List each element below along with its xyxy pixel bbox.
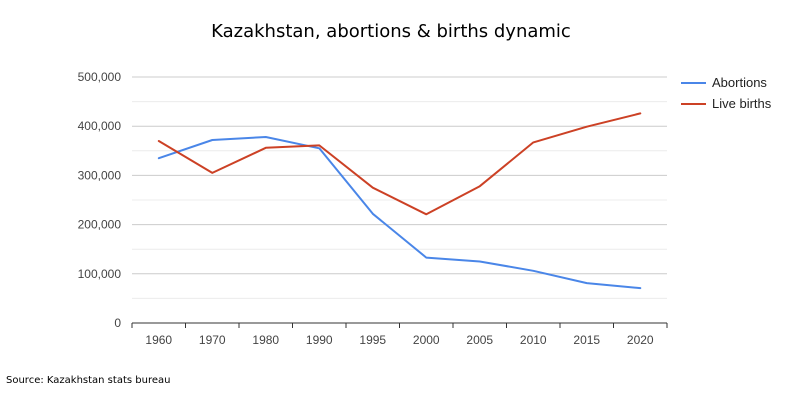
x-tick-label: 2000 <box>413 333 440 347</box>
y-tick-label: 400,000 <box>78 119 122 133</box>
x-tick-label: 1995 <box>359 333 386 347</box>
y-tick-label: 100,000 <box>78 267 122 281</box>
x-tick-label: 2005 <box>466 333 493 347</box>
y-tick-label: 200,000 <box>78 218 122 232</box>
source-note: Source: Kazakhstan stats bureau <box>6 375 171 386</box>
x-tick-label: 1980 <box>252 333 279 347</box>
series-group <box>157 112 642 290</box>
y-tick-label: 0 <box>114 316 121 330</box>
x-tick-label: 1990 <box>306 333 333 347</box>
legend-label-live-births: Live births <box>712 96 772 111</box>
x-tick-label: 2010 <box>520 333 547 347</box>
x-axis: 1960 1970 1980 1990 1995 2000 2005 2010 2015 2020 <box>131 323 668 347</box>
y-tick-label: 500,000 <box>78 70 122 84</box>
x-tick-label: 2015 <box>573 333 600 347</box>
y-tick-label: 300,000 <box>78 168 122 182</box>
y-axis: 0 100,000 200,000 300,000 400,000 500,000 <box>78 70 122 330</box>
x-tick-label: 1970 <box>199 333 226 347</box>
legend: Abortions Live births <box>681 75 772 111</box>
x-tick-label: 1960 <box>145 333 172 347</box>
legend-label-abortions: Abortions <box>712 75 767 90</box>
chart-title: Kazakhstan, abortions & births dynamic <box>211 21 571 42</box>
x-tick-label: 2020 <box>627 333 654 347</box>
series-line-live-births <box>157 112 642 216</box>
series-line-abortions <box>157 136 642 290</box>
